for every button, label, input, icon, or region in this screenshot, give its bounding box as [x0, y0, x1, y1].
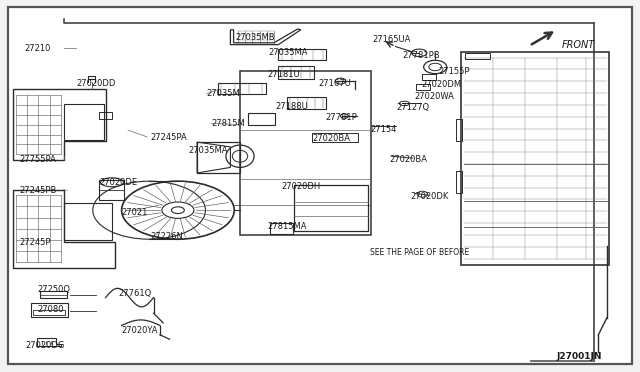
- Text: 27020DD: 27020DD: [77, 79, 116, 88]
- Bar: [99, 180, 124, 200]
- Text: 27781P: 27781P: [325, 113, 357, 122]
- Text: 27165UA: 27165UA: [372, 35, 411, 44]
- Text: J27001JN: J27001JN: [557, 352, 602, 361]
- Bar: [33, 310, 65, 315]
- Text: 27020DM: 27020DM: [421, 80, 461, 89]
- Text: FRONT: FRONT: [562, 41, 595, 50]
- Text: 27021: 27021: [122, 208, 148, 217]
- Bar: [416, 84, 430, 90]
- Text: 27020BA: 27020BA: [312, 134, 350, 143]
- Text: SEE THE PAGE OF BEFORE: SEE THE PAGE OF BEFORE: [370, 248, 469, 257]
- Text: 27181U: 27181U: [268, 70, 300, 79]
- Text: 27250Q: 27250Q: [37, 285, 70, 294]
- Bar: [64, 203, 112, 240]
- Text: 27020DH: 27020DH: [282, 182, 321, 190]
- Text: 27154: 27154: [370, 125, 396, 134]
- Text: 27815MA: 27815MA: [268, 222, 307, 231]
- Text: 27755PA: 27755PA: [19, 155, 56, 164]
- Text: 27035M: 27035M: [207, 89, 241, 98]
- Text: 27245P: 27245P: [19, 238, 51, 247]
- Text: 27167U: 27167U: [319, 79, 351, 88]
- Text: 27781PB: 27781PB: [402, 51, 440, 60]
- Text: 27245PA: 27245PA: [150, 133, 187, 142]
- Text: 27127Q: 27127Q: [397, 103, 430, 112]
- Bar: [422, 74, 436, 80]
- Text: 27020BA: 27020BA: [389, 155, 427, 164]
- Bar: [64, 104, 104, 140]
- Text: 27080: 27080: [37, 305, 63, 314]
- Bar: [465, 53, 490, 59]
- Text: 27210: 27210: [24, 44, 51, 53]
- Text: 27188U: 27188U: [275, 102, 308, 110]
- Text: 27035MA: 27035MA: [269, 48, 308, 57]
- Bar: [456, 171, 462, 193]
- Text: 27815M: 27815M: [211, 119, 245, 128]
- Text: 27020DK: 27020DK: [411, 192, 449, 201]
- Text: 27020WA: 27020WA: [415, 92, 454, 101]
- Text: 27020YA: 27020YA: [122, 326, 158, 335]
- Text: 27020DG: 27020DG: [26, 341, 65, 350]
- Text: 27020DE: 27020DE: [99, 178, 138, 187]
- Text: 27226N: 27226N: [150, 232, 183, 241]
- Text: 27035MB: 27035MB: [236, 33, 275, 42]
- Bar: [31, 303, 68, 317]
- Text: 27155P: 27155P: [438, 67, 470, 76]
- Text: 27035MA: 27035MA: [189, 146, 228, 155]
- Text: 27761Q: 27761Q: [118, 289, 152, 298]
- Text: 27245PB: 27245PB: [19, 186, 56, 195]
- Bar: [456, 119, 462, 141]
- Bar: [40, 291, 67, 298]
- FancyBboxPatch shape: [8, 7, 632, 364]
